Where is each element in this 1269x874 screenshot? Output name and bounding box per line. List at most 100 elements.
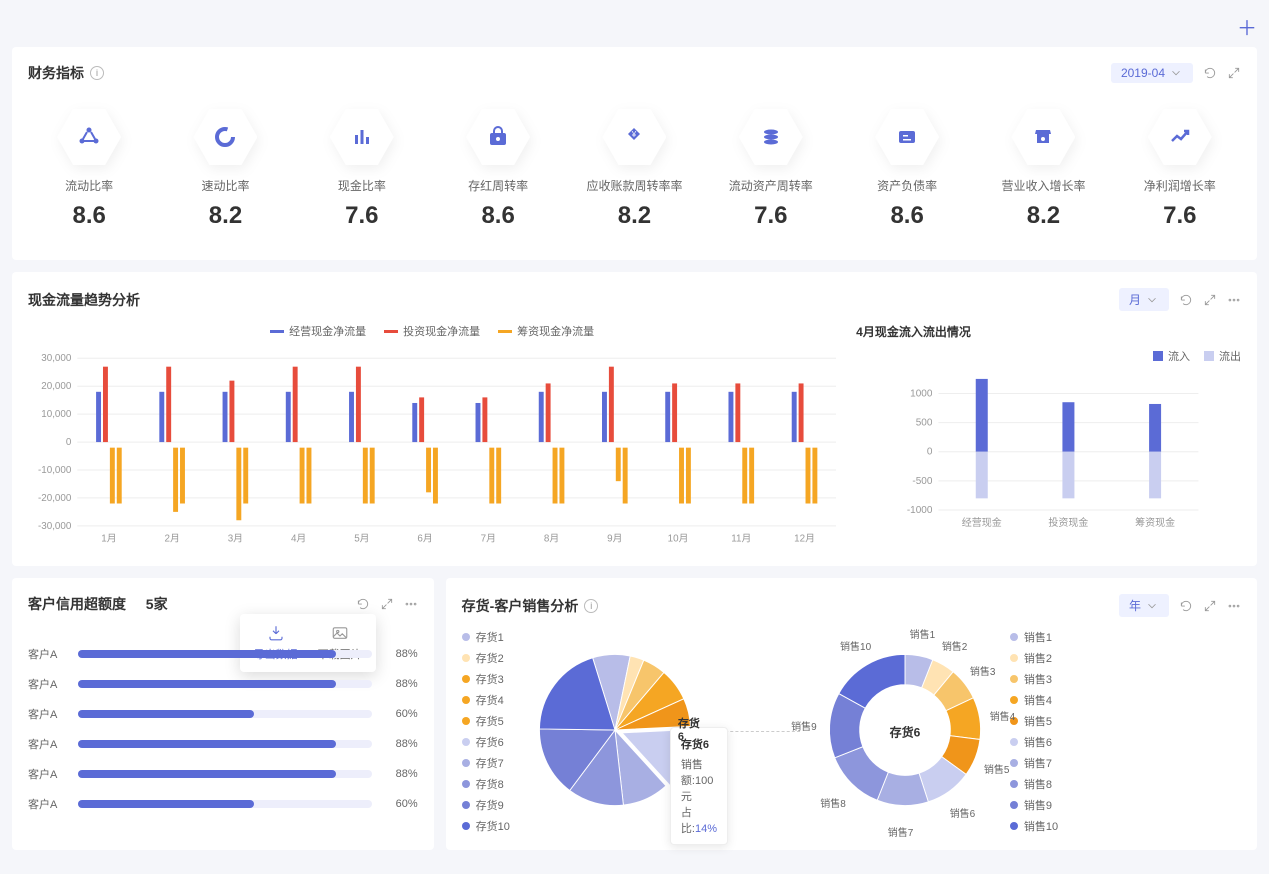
donut-legend: 销售1 销售2 销售3 销售4 销售5 销售6 销售7 销售8 销售9 销售10 bbox=[1010, 629, 1058, 834]
legend-item[interactable]: 存货3 bbox=[462, 671, 510, 687]
expand-icon[interactable] bbox=[380, 597, 394, 611]
bars-icon bbox=[330, 109, 394, 165]
legend-item[interactable]: 销售10 bbox=[1010, 818, 1058, 834]
donut-center-label: 存货6 bbox=[890, 723, 921, 740]
legend-item[interactable]: 销售2 bbox=[1010, 650, 1058, 666]
add-widget-button[interactable]: ＋ bbox=[1237, 12, 1257, 41]
shop-icon bbox=[1011, 109, 1075, 165]
svg-text:500: 500 bbox=[916, 418, 933, 429]
svg-text:-10,000: -10,000 bbox=[38, 465, 72, 476]
legend-item[interactable]: 销售8 bbox=[1010, 776, 1058, 792]
kpi-card[interactable]: 净利润增长率 7.6 bbox=[1119, 95, 1241, 244]
kpi-label: 速动比率 bbox=[201, 177, 249, 194]
ticket-icon bbox=[875, 109, 939, 165]
svg-text:5月: 5月 bbox=[354, 533, 369, 545]
legend-item[interactable]: 流出 bbox=[1204, 348, 1241, 364]
expand-icon[interactable] bbox=[1227, 66, 1241, 80]
inflow-outflow-chart: -1000-50005001000经营现金投资现金筹资现金 bbox=[856, 370, 1241, 530]
kpi-value: 7.6 bbox=[754, 202, 787, 230]
svg-text:6月: 6月 bbox=[417, 533, 432, 545]
legend-item[interactable]: 存货10 bbox=[462, 818, 510, 834]
legend-item[interactable]: 存货1 bbox=[462, 629, 510, 645]
customer-label: 客户A bbox=[28, 676, 68, 692]
cashflow-chart: -30,000-20,000-10,000010,00020,00030,000… bbox=[28, 347, 836, 547]
kpi-card[interactable]: 现金比率 7.6 bbox=[301, 95, 423, 244]
legend-item[interactable]: 存货4 bbox=[462, 692, 510, 708]
refresh-icon[interactable] bbox=[356, 597, 370, 611]
legend-item[interactable]: 存货6 bbox=[462, 734, 510, 750]
svg-text:投资现金: 投资现金 bbox=[1049, 516, 1089, 529]
customer-label: 客户A bbox=[28, 736, 68, 752]
svg-text:0: 0 bbox=[66, 437, 72, 448]
legend-item[interactable]: 存货2 bbox=[462, 650, 510, 666]
kpi-value: 8.6 bbox=[72, 202, 105, 230]
progress-track bbox=[78, 680, 372, 688]
donut-slice-label: 销售1 bbox=[910, 626, 936, 641]
svg-text:筹资现金: 筹资现金 bbox=[1135, 516, 1175, 529]
grow-icon bbox=[1148, 109, 1212, 165]
kpi-card[interactable]: 资产负债率 8.6 bbox=[846, 95, 968, 244]
donut-slice-label: 销售10 bbox=[840, 638, 871, 653]
progress-track bbox=[78, 650, 372, 658]
refresh-icon[interactable] bbox=[1203, 66, 1217, 80]
customer-label: 客户A bbox=[28, 646, 68, 662]
legend-item[interactable]: 流入 bbox=[1153, 348, 1190, 364]
kpi-card[interactable]: 流动资产周转率 7.6 bbox=[710, 95, 832, 244]
date-value: 2019-04 bbox=[1121, 66, 1165, 80]
expand-icon[interactable] bbox=[1203, 599, 1217, 613]
legend-item[interactable]: 销售5 bbox=[1010, 713, 1058, 729]
more-icon[interactable] bbox=[1227, 293, 1241, 307]
progress-track bbox=[78, 740, 372, 748]
period-picker[interactable]: 月 bbox=[1119, 288, 1169, 311]
percent-label: 88% bbox=[382, 648, 418, 660]
credit-panel: 客户信用超额度 5家 导出数据 下载图片 客户A 88% bbox=[12, 578, 434, 850]
svg-text:3月: 3月 bbox=[228, 533, 243, 545]
chevron-down-icon bbox=[1145, 293, 1159, 307]
legend-item[interactable]: 销售4 bbox=[1010, 692, 1058, 708]
legend-item[interactable]: 销售9 bbox=[1010, 797, 1058, 813]
more-icon[interactable] bbox=[1227, 599, 1241, 613]
chevron-down-icon bbox=[1145, 599, 1159, 613]
info-icon[interactable]: i bbox=[90, 66, 104, 80]
credit-row: 客户A 88% bbox=[28, 736, 418, 752]
legend-item[interactable]: 存货8 bbox=[462, 776, 510, 792]
customer-label: 客户A bbox=[28, 766, 68, 782]
inflow-title: 4月现金流入流出情况 bbox=[856, 323, 1241, 340]
kpi-card[interactable]: 速动比率 8.2 bbox=[164, 95, 286, 244]
svg-text:12月: 12月 bbox=[794, 533, 815, 545]
date-picker[interactable]: 2019-04 bbox=[1111, 63, 1193, 83]
donut-slice-label: 销售9 bbox=[791, 718, 817, 733]
credit-title: 客户信用超额度 bbox=[28, 594, 126, 614]
kpi-card[interactable]: ¥ 应收账款周转率率 8.2 bbox=[573, 95, 695, 244]
legend-item[interactable]: 投资现金净流量 bbox=[384, 323, 480, 339]
legend-item[interactable]: 销售3 bbox=[1010, 671, 1058, 687]
legend-item[interactable]: 经营现金净流量 bbox=[270, 323, 366, 339]
info-icon[interactable]: i bbox=[584, 599, 598, 613]
legend-item[interactable]: 销售6 bbox=[1010, 734, 1058, 750]
legend-item[interactable]: 存货9 bbox=[462, 797, 510, 813]
legend-item[interactable]: 销售7 bbox=[1010, 755, 1058, 771]
period-value: 年 bbox=[1129, 597, 1141, 614]
refresh-icon[interactable] bbox=[1179, 599, 1193, 613]
kpi-card[interactable]: 营业收入增长率 8.2 bbox=[982, 95, 1104, 244]
sales-period-picker[interactable]: 年 bbox=[1119, 594, 1169, 617]
refresh-icon[interactable] bbox=[1179, 293, 1193, 307]
legend-item[interactable]: 筹资现金净流量 bbox=[498, 323, 594, 339]
legend-item[interactable]: 存货7 bbox=[462, 755, 510, 771]
kpi-label: 应收账款周转率率 bbox=[586, 177, 682, 194]
customer-label: 客户A bbox=[28, 796, 68, 812]
legend-item[interactable]: 存货5 bbox=[462, 713, 510, 729]
legend-item[interactable]: 销售1 bbox=[1010, 629, 1058, 645]
ring-icon bbox=[193, 109, 257, 165]
svg-text:-20,000: -20,000 bbox=[38, 493, 72, 504]
expand-icon[interactable] bbox=[1203, 293, 1217, 307]
credit-row: 客户A 60% bbox=[28, 796, 418, 812]
kpi-card[interactable]: 存红周转率 8.6 bbox=[437, 95, 559, 244]
more-icon[interactable] bbox=[404, 597, 418, 611]
credit-row: 客户A 88% bbox=[28, 676, 418, 692]
percent-label: 60% bbox=[382, 708, 418, 720]
kpi-card[interactable]: 流动比率 8.6 bbox=[28, 95, 150, 244]
kpi-value: 7.6 bbox=[1163, 202, 1196, 230]
kpi-label: 现金比率 bbox=[338, 177, 386, 194]
kpi-label: 资产负债率 bbox=[877, 177, 937, 194]
